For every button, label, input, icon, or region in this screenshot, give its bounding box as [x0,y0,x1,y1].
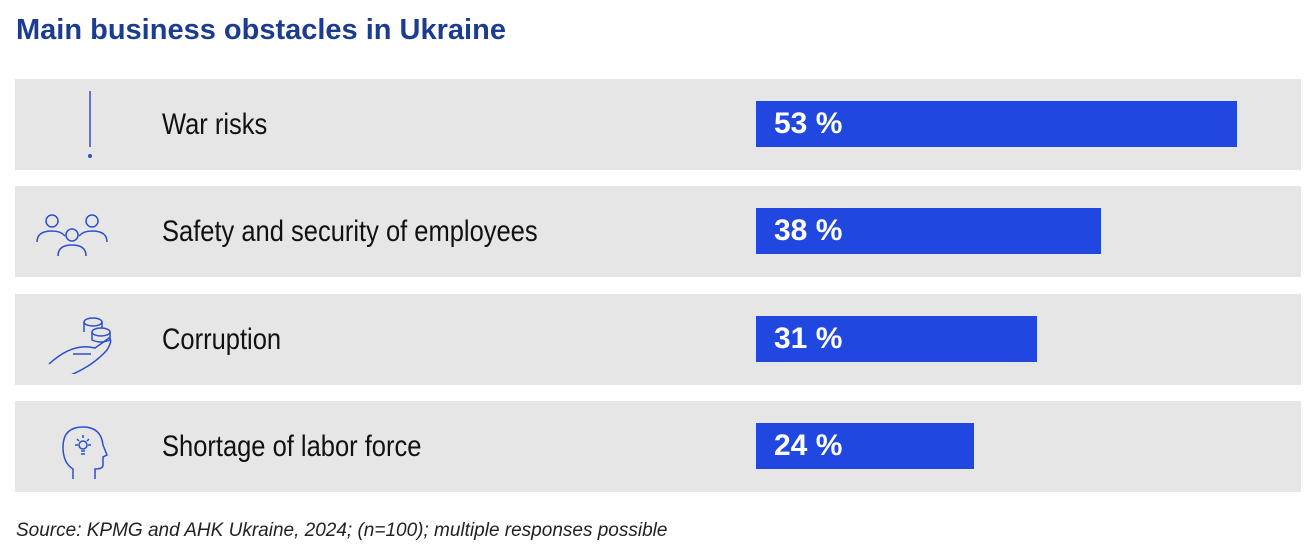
value-label: 31 % [774,322,843,355]
value-label: 53 % [774,107,843,140]
category-label: Corruption [162,323,282,356]
value-label: 24 % [774,429,843,462]
head-lightbulb-icon [62,426,108,479]
people-group-icon [36,214,108,257]
bar-row-2: Corruption 31 % [15,294,1301,385]
category-label: War risks [162,108,268,141]
category-label: Safety and security of employees [162,215,538,248]
bar: 31 % [756,316,1038,362]
source-note: Source: KPMG and AHK Ukraine, 2024; (n=1… [16,520,668,541]
value-label: 38 % [774,214,843,247]
bar-row-1: Safety and security of employees 38 % [15,186,1301,277]
category-label: Shortage of labor force [162,430,422,463]
exclamation-icon [88,91,92,158]
chart-title: Main business obstacles in Ukraine [16,14,506,46]
hand-coins-icon [48,317,112,374]
bar: 53 % [756,101,1237,147]
bar-row-3: Shortage of labor force 24 % [15,401,1301,492]
bar: 24 % [756,423,974,469]
bar-row-0: War risks 53 % [15,79,1301,170]
bar: 38 % [756,208,1101,254]
